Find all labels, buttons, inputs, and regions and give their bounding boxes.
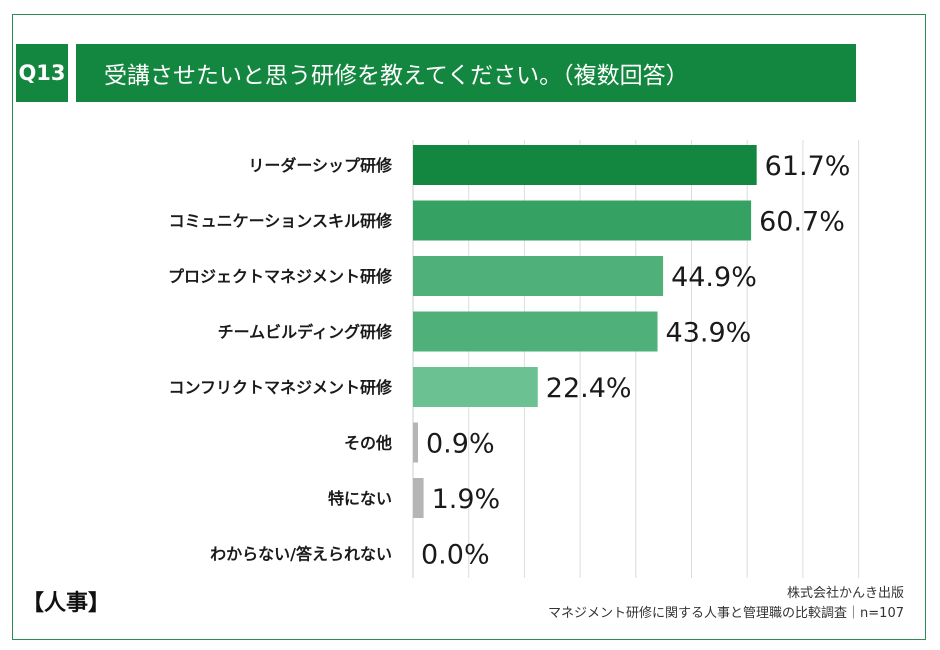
source-survey: マネジメント研修に関する人事と管理職の比較調査｜n=107 xyxy=(548,606,904,621)
data-label: 1.9% xyxy=(432,484,501,515)
category-label: コンフリクトマネジメント研修 xyxy=(168,378,393,397)
bar xyxy=(413,145,757,185)
data-label: 0.9% xyxy=(426,429,495,460)
question-badge: Q13 xyxy=(16,44,68,102)
category-label: リーダーシップ研修 xyxy=(248,156,393,175)
data-label: 0.0% xyxy=(421,540,490,571)
data-label: 44.9% xyxy=(671,262,757,293)
bar xyxy=(413,367,538,407)
category-label: チームビルディング研修 xyxy=(218,323,393,342)
chart-title: 受講させたいと思う研修を教えてください。（複数回答） xyxy=(76,44,856,102)
data-label: 61.7% xyxy=(765,151,851,182)
data-label: 43.9% xyxy=(666,318,752,349)
respondent-tag: 【人事】 xyxy=(22,591,111,616)
data-label: 22.4% xyxy=(546,373,632,404)
bar xyxy=(413,200,752,241)
bar xyxy=(413,478,424,518)
category-label: プロジェクトマネジメント研修 xyxy=(168,267,393,286)
chart-frame xyxy=(12,14,926,640)
data-label: 60.7% xyxy=(759,207,845,238)
bar xyxy=(413,256,664,296)
bar xyxy=(413,422,419,463)
category-label: その他 xyxy=(344,434,392,453)
category-label: 特にない xyxy=(328,489,392,508)
source-company: 株式会社かんき出版 xyxy=(786,586,904,601)
category-label: コミュニケーションスキル研修 xyxy=(169,212,393,231)
bar xyxy=(413,311,658,352)
category-label: わからない/答えられない xyxy=(210,545,392,564)
